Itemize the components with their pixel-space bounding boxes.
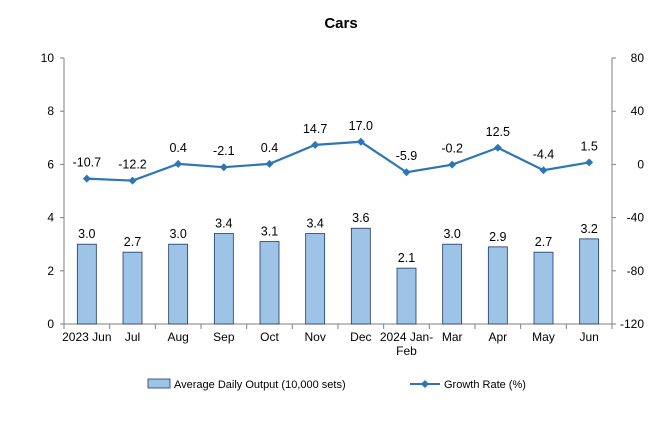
line-point-marker (311, 140, 320, 149)
bars-group (76, 227, 600, 325)
y-right-tick-label: 80 (631, 51, 645, 65)
y-right-tick-label: -80 (627, 264, 645, 278)
bar-data-label: 3.1 (261, 225, 278, 239)
bar-data-label: 3.4 (215, 217, 232, 231)
data-labels-group: 3.0 2.7 3.0 3.4 3.1 3.4 3.6 2.1 3.0 2.9 2.7 3.2 -10.… (73, 119, 598, 265)
line-data-label: -0.2 (441, 142, 463, 156)
bar (533, 251, 554, 325)
line-point-marker (402, 168, 411, 177)
y-left-tick-label: 8 (47, 104, 54, 118)
line-series-group (82, 137, 594, 185)
y-right-tick-label: 40 (631, 104, 645, 118)
x-tick-label: Apr (488, 330, 507, 344)
y-left-tick-label: 0 (47, 317, 54, 331)
x-tick-label: Sep (213, 330, 235, 344)
line-data-label: 1.5 (580, 139, 597, 153)
line-data-label: 0.4 (261, 141, 278, 155)
line-point-marker (539, 166, 548, 175)
line-data-label: -12.2 (118, 158, 147, 172)
x-tick-label: May (532, 330, 555, 344)
x-tick-label: Feb (396, 344, 417, 358)
x-tick-label: 2023 Jun (62, 330, 111, 344)
bar-data-label: 2.1 (398, 251, 415, 265)
y-left-tick-label: 2 (47, 264, 54, 278)
line-point-marker (219, 163, 228, 172)
bar-data-label: 2.7 (535, 235, 552, 249)
x-tick-label: Dec (350, 330, 371, 344)
line-point-marker (174, 159, 183, 168)
x-tick-label: Nov (304, 330, 325, 344)
bar (305, 233, 326, 325)
y-left-tick-label: 6 (47, 157, 54, 171)
chart-title: Cars (324, 15, 357, 32)
bar (122, 251, 143, 325)
axes-group: 0 2 4 6 8 10 -120 -80 -40 0 40 80 2023 Jun Jul Aug Sep O… (41, 51, 645, 358)
y-left-tick-label: 10 (41, 51, 55, 65)
bar-data-label: 3.4 (306, 217, 323, 231)
y-right-tick-label: -40 (627, 211, 645, 225)
line-point-marker (82, 174, 91, 183)
bar-data-label: 2.7 (124, 235, 141, 249)
line-point-marker (265, 159, 274, 168)
bar-data-label: 3.0 (169, 227, 186, 241)
line-data-label: 0.4 (169, 141, 186, 155)
x-tick-label: Oct (260, 330, 279, 344)
legend-line-label: Growth Rate (%) (444, 379, 526, 391)
line-point-marker (356, 137, 365, 146)
x-tick-label: 2024 Jan- (380, 330, 433, 344)
legend-bar-label: Average Daily Output (10,000 sets) (174, 379, 346, 391)
line-data-label: -4.4 (533, 147, 555, 161)
x-tick-label: Jul (125, 330, 140, 344)
growth-rate-line (86, 140, 590, 182)
line-point-marker (448, 160, 457, 169)
y-right-tick-label: 0 (637, 157, 644, 171)
bar (76, 243, 97, 325)
bar-data-label: 3.2 (580, 222, 597, 236)
bar (487, 246, 508, 325)
line-data-label: -10.7 (73, 156, 102, 170)
x-tick-label: Jun (579, 330, 598, 344)
bar (213, 233, 234, 325)
line-data-label: 12.5 (486, 125, 510, 139)
bar-data-label: 3.0 (443, 227, 460, 241)
line-data-label: 14.7 (303, 122, 327, 136)
legend: Average Daily Output (10,000 sets) Growth… (147, 378, 526, 391)
line-data-label: 17.0 (349, 119, 373, 133)
bar (350, 227, 371, 325)
legend-bar-swatch (147, 378, 171, 389)
bar (579, 238, 600, 325)
legend-line-marker (421, 380, 429, 388)
line-point-marker (493, 143, 502, 152)
line-point-marker (128, 176, 137, 185)
bar-data-label: 3.0 (78, 227, 95, 241)
line-data-label: -2.1 (213, 144, 235, 158)
line-data-label: -5.9 (396, 149, 418, 163)
bar (168, 243, 189, 325)
bar (396, 267, 417, 325)
y-left-tick-label: 4 (47, 211, 54, 225)
bar (442, 243, 463, 325)
line-point-marker (585, 158, 594, 167)
bar-data-label: 3.6 (352, 211, 369, 225)
bar-data-label: 2.9 (489, 230, 506, 244)
bar (259, 241, 280, 325)
x-tick-label: Mar (442, 330, 463, 344)
x-tick-label: Aug (167, 330, 188, 344)
y-right-tick-label: -120 (620, 317, 644, 331)
